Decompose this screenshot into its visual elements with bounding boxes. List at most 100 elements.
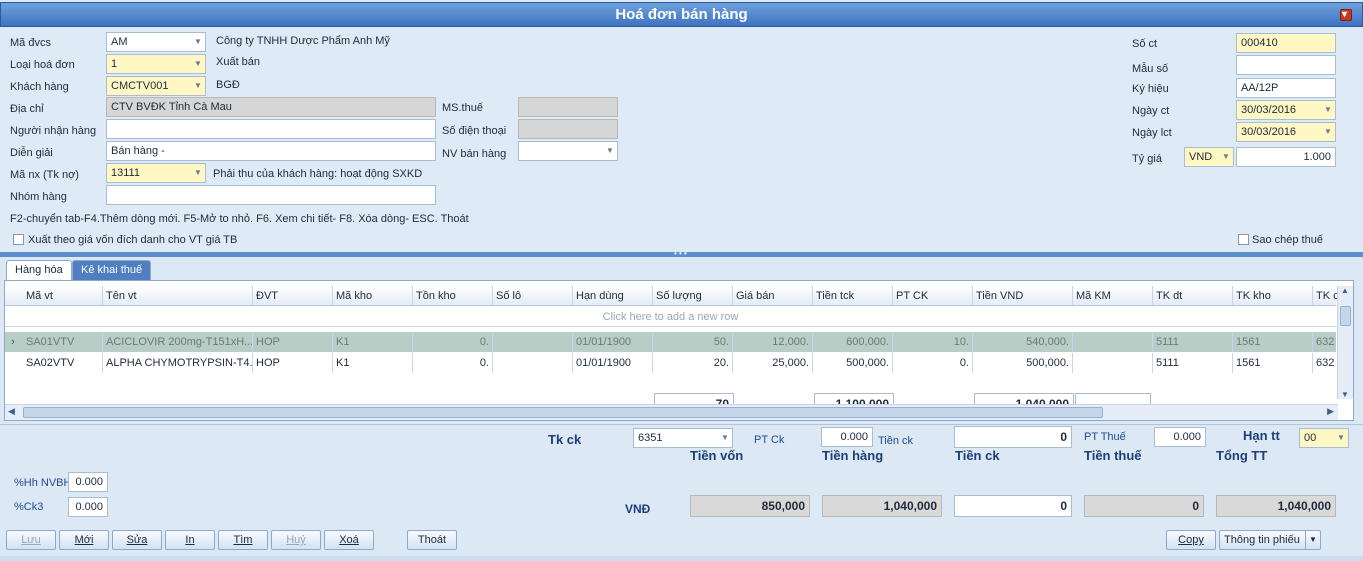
- table-cell[interactable]: 500,000.: [813, 353, 893, 373]
- table-cell[interactable]: SA02VTV: [23, 353, 103, 373]
- tab-ke-khai-thue[interactable]: Kê khai thuế: [72, 260, 152, 280]
- ngay-lct-field[interactable]: 30/03/2016 ▼: [1236, 122, 1336, 142]
- scrollbar-thumb[interactable]: [23, 407, 1103, 418]
- column-header[interactable]: Mã vt: [23, 286, 103, 305]
- close-icon[interactable]: [1340, 3, 1352, 27]
- delete-button[interactable]: Xoá: [324, 530, 374, 550]
- table-cell[interactable]: [493, 353, 573, 373]
- dia-chi-field[interactable]: CTV BVĐK Tỉnh Cà Mau: [106, 97, 436, 117]
- tien-ck-field[interactable]: 0: [954, 495, 1072, 517]
- items-grid[interactable]: Mã vt Tên vt ĐVT Mã kho Tồn kho Số lô Hạn dùng…: [4, 280, 1354, 421]
- thong-tin-phieu-button[interactable]: Thông tin phiếu ▼: [1219, 530, 1321, 550]
- table-row[interactable]: › SA01VTV ACICLOVIR 200mg-T151xH... HOP K1 0.…: [5, 332, 1343, 352]
- table-cell[interactable]: SA01VTV: [23, 332, 103, 352]
- currency-select[interactable]: VND ▼: [1184, 147, 1234, 167]
- loai-hd-select[interactable]: 1 ▼: [106, 54, 206, 74]
- tab-hang-hoa[interactable]: Hàng hóa: [6, 260, 72, 280]
- chevron-down-icon[interactable]: ▼: [194, 59, 202, 68]
- table-cell[interactable]: K1: [333, 332, 413, 352]
- table-cell[interactable]: 1561: [1233, 353, 1313, 373]
- nhom-hang-field[interactable]: [106, 185, 436, 205]
- horizontal-scrollbar[interactable]: ◀ ▶: [5, 404, 1338, 420]
- column-header[interactable]: Tiền VND: [973, 286, 1073, 305]
- column-header[interactable]: Hạn dùng: [573, 286, 653, 305]
- ma-nx-select[interactable]: 13111 ▼: [106, 163, 206, 183]
- ms-thue-field[interactable]: [518, 97, 618, 117]
- table-cell[interactable]: 25,000.: [733, 353, 813, 373]
- chevron-down-icon[interactable]: ▼: [194, 168, 202, 177]
- chevron-down-icon[interactable]: ▼: [1337, 433, 1345, 442]
- table-cell[interactable]: [493, 332, 573, 352]
- sao-chep-thue-checkbox[interactable]: [1238, 234, 1249, 245]
- chevron-down-icon[interactable]: ▼: [1324, 105, 1332, 114]
- exit-button[interactable]: Thoát: [407, 530, 457, 550]
- column-header[interactable]: Số lô: [493, 286, 573, 305]
- scroll-up-icon[interactable]: ▲: [1341, 286, 1349, 295]
- khach-hang-select[interactable]: CMCTV001 ▼: [106, 76, 206, 96]
- cancel-button[interactable]: Huỷ: [271, 530, 321, 550]
- ngay-ct-field[interactable]: 30/03/2016 ▼: [1236, 100, 1336, 120]
- edit-button[interactable]: Sửa: [112, 530, 162, 550]
- table-cell[interactable]: 50.: [653, 332, 733, 352]
- scroll-down-icon[interactable]: ▼: [1341, 390, 1349, 399]
- tk-ck-select[interactable]: 6351 ▼: [633, 428, 733, 448]
- column-header[interactable]: Mã kho: [333, 286, 413, 305]
- find-button[interactable]: Tìm: [218, 530, 268, 550]
- table-cell[interactable]: ALPHA CHYMOTRYPSIN-T4...: [103, 353, 253, 373]
- chevron-down-icon[interactable]: ▼: [194, 37, 202, 46]
- add-new-row[interactable]: Click here to add a new row: [5, 307, 1336, 327]
- chevron-down-icon[interactable]: ▼: [1305, 531, 1320, 549]
- table-row[interactable]: SA02VTV ALPHA CHYMOTRYPSIN-T4... HOP K1 0. 01…: [5, 353, 1343, 373]
- column-header[interactable]: Tồn kho: [413, 286, 493, 305]
- column-header[interactable]: TK kho: [1233, 286, 1313, 305]
- table-cell[interactable]: 01/01/1900: [573, 353, 653, 373]
- table-cell[interactable]: 1561: [1233, 332, 1313, 352]
- table-cell[interactable]: 0.: [893, 353, 973, 373]
- nguoi-nhan-field[interactable]: [106, 119, 436, 139]
- so-ct-field[interactable]: 000410: [1236, 33, 1336, 53]
- scroll-left-icon[interactable]: ◀: [8, 406, 15, 416]
- column-header[interactable]: ĐVT: [253, 286, 333, 305]
- table-cell[interactable]: [1073, 332, 1153, 352]
- ty-gia-field[interactable]: 1.000: [1236, 147, 1336, 167]
- table-cell[interactable]: K1: [333, 353, 413, 373]
- vertical-scrollbar[interactable]: ▲ ▼: [1337, 286, 1353, 399]
- scrollbar-thumb[interactable]: [1340, 306, 1351, 326]
- column-header[interactable]: Giá bán: [733, 286, 813, 305]
- so-dt-field[interactable]: [518, 119, 618, 139]
- print-button[interactable]: In: [165, 530, 215, 550]
- table-cell[interactable]: 500,000.: [973, 353, 1073, 373]
- table-cell[interactable]: 600,000.: [813, 332, 893, 352]
- ky-hieu-field[interactable]: AA/12P: [1236, 78, 1336, 98]
- mau-so-field[interactable]: [1236, 55, 1336, 75]
- new-button[interactable]: Mới: [59, 530, 109, 550]
- hh-nvbh-field[interactable]: 0.000: [68, 472, 108, 492]
- table-cell[interactable]: 5111: [1153, 353, 1233, 373]
- table-cell[interactable]: 12,000.: [733, 332, 813, 352]
- table-cell[interactable]: 0.: [413, 353, 493, 373]
- table-cell[interactable]: 10.: [893, 332, 973, 352]
- pt-ck-field[interactable]: 0.000: [821, 427, 873, 447]
- chevron-down-icon[interactable]: ▼: [721, 433, 729, 442]
- chevron-down-icon[interactable]: ▼: [1222, 152, 1230, 161]
- table-cell[interactable]: 20.: [653, 353, 733, 373]
- splitter-grip-icon[interactable]: • • •: [674, 249, 687, 258]
- table-cell[interactable]: 540,000.: [973, 332, 1073, 352]
- scroll-right-icon[interactable]: ▶: [1327, 406, 1334, 416]
- column-header[interactable]: Tiền tck: [813, 286, 893, 305]
- chevron-down-icon[interactable]: ▼: [606, 146, 614, 155]
- table-cell[interactable]: HOP: [253, 353, 333, 373]
- column-header[interactable]: Tên vt: [103, 286, 253, 305]
- table-cell[interactable]: ACICLOVIR 200mg-T151xH...: [103, 332, 253, 352]
- nv-ban-hang-select[interactable]: ▼: [518, 141, 618, 161]
- table-cell[interactable]: 5111: [1153, 332, 1233, 352]
- column-header[interactable]: Số lượng: [653, 286, 733, 305]
- chevron-down-icon[interactable]: ▼: [194, 81, 202, 90]
- han-tt-select[interactable]: 00 ▼: [1299, 428, 1349, 448]
- ma-dvcs-select[interactable]: AM ▼: [106, 32, 206, 52]
- table-cell[interactable]: [1073, 353, 1153, 373]
- table-cell[interactable]: 01/01/1900: [573, 332, 653, 352]
- tien-ck-small-field[interactable]: 0: [954, 426, 1072, 448]
- ck3-field[interactable]: 0.000: [68, 497, 108, 517]
- column-header[interactable]: TK dt: [1153, 286, 1233, 305]
